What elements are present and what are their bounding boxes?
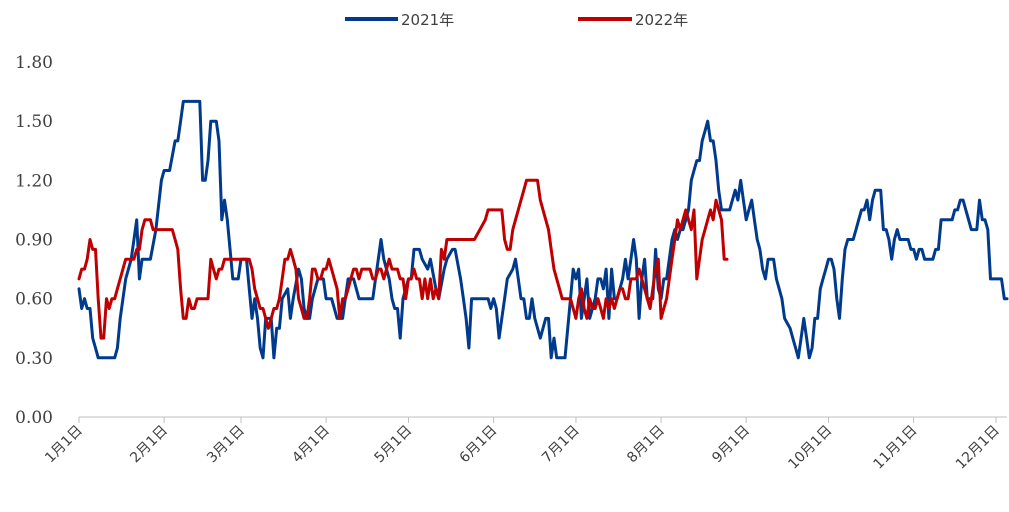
x-tick-label: 1月1日: [42, 423, 86, 467]
x-tick-label: 2月1日: [127, 423, 171, 467]
legend-label-2022: 2022年: [635, 11, 688, 29]
x-tick-label: 12月1日: [953, 423, 1003, 473]
legend: 2021年 2022年: [345, 11, 688, 29]
series-line-2021: [77, 99, 1009, 360]
y-tick-label: 0.30: [15, 349, 53, 369]
x-tick-label: 5月1日: [372, 423, 416, 467]
x-tick-label: 9月1日: [709, 423, 753, 467]
x-tick-label: 4月1日: [289, 423, 333, 467]
series-line-2022: [77, 178, 729, 340]
legend-label-2021: 2021年: [401, 11, 454, 29]
x-tick-label: 3月1日: [204, 423, 248, 467]
x-tick-label: 7月1日: [539, 423, 583, 467]
x-tick-label: 11月1日: [870, 423, 920, 473]
y-tick-label: 0.60: [15, 290, 53, 310]
axes: 0.00 0.30 0.60 0.90 1.20 1.50 1.80 1月1日 2月1日 3月1日…: [15, 53, 1007, 473]
x-tick-label: 6月1日: [457, 423, 501, 467]
series-layer: [77, 99, 1009, 360]
y-tick-label: 1.20: [15, 171, 53, 191]
x-tick-label: 10月1日: [785, 423, 835, 473]
y-tick-label: 1.50: [15, 112, 53, 132]
y-tick-label: 0.90: [15, 231, 53, 251]
y-tick-label: 1.80: [15, 53, 53, 73]
y-tick-label: 0.00: [15, 408, 53, 428]
x-tick-label: 8月1日: [624, 423, 668, 467]
